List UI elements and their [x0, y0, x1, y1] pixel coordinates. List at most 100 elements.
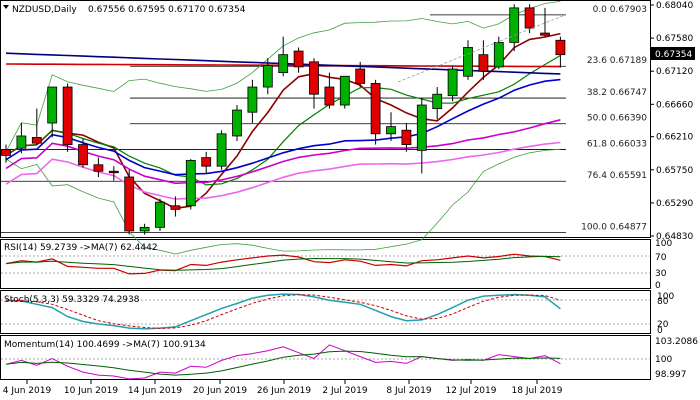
price-axis: 0.68040 0.67580 0.67120 0.66660 0.66210 0.657…	[650, 1, 695, 242]
price-tick-label: 0.66660	[656, 100, 693, 110]
price-tick-label: 0.67580	[656, 34, 693, 44]
stoch-signal-line	[5, 294, 561, 329]
stoch-tick-100: 100	[657, 292, 674, 302]
rsi-tick-30: 30	[655, 269, 667, 279]
date-label: 26 Jun 2019	[257, 386, 311, 396]
ohlc-values: 0.67556 0.67595 0.67170 0.67354	[88, 5, 246, 15]
fib-level-label: 0.0 0.67903	[593, 5, 647, 15]
bearish-candle	[124, 176, 135, 232]
bullish-candle	[216, 133, 227, 167]
bearish-candle	[324, 86, 335, 106]
bearish-candle	[540, 32, 550, 36]
price-tick-label: 0.66210	[656, 133, 693, 143]
rsi-tick-100: 100	[655, 239, 672, 249]
bearish-candle	[1, 149, 11, 156]
date-label: 2 Jul 2019	[322, 386, 367, 396]
bearish-candle	[401, 129, 412, 146]
rsi-line	[5, 253, 561, 275]
bullish-candle	[232, 109, 242, 137]
current-price-label: 0.67354	[655, 50, 692, 60]
fib-level-label: 38.2 0.66747	[587, 88, 647, 98]
bearish-candle	[309, 61, 319, 95]
bullish-candle	[509, 7, 520, 43]
bullish-candle	[185, 160, 196, 207]
chart-header: NZDUSD,Daily 0.67556 0.67595 0.67170 0.6…	[3, 5, 246, 15]
bearish-candle	[170, 205, 181, 210]
rsi-tick-70: 70	[655, 253, 667, 263]
bullish-candle	[155, 201, 165, 228]
momentum-panel[interactable]: Momentum(14) 100.4699 ->MA(7) 100.9134 1…	[1, 337, 698, 380]
current-price-marker	[651, 47, 695, 60]
ma-blue-line	[5, 78, 561, 176]
bollinger-lower	[5, 148, 561, 255]
momentum-tick-low: 98.997	[655, 370, 687, 380]
fib-level-label: 50.0 0.66390	[587, 114, 647, 124]
bullish-candle	[493, 42, 504, 68]
bearish-candle	[370, 83, 381, 135]
collapse-arrow-icon[interactable]	[3, 5, 9, 9]
date-label: 4 Jun 2019	[3, 386, 52, 396]
date-label: 14 Jun 2019	[128, 386, 182, 396]
stoch-tick-20: 20	[657, 320, 669, 330]
price-panel[interactable]: 0.0 0.67903 23.6 0.67189 38.2 0.66747 50.0 …	[0, 1, 647, 255]
candlesticks	[1, 4, 566, 235]
price-tick-label: 0.67120	[656, 67, 693, 77]
bearish-candle	[201, 157, 212, 167]
bullish-candle	[278, 54, 289, 74]
rsi-panel[interactable]: RSI(14) 59.2739 ->MA(7) 62.4442 100 70 3…	[1, 239, 672, 291]
price-tick-label: 0.65750	[656, 166, 693, 176]
rsi-ma-line	[5, 255, 561, 271]
bearish-candle	[355, 68, 366, 84]
time-axis: 4 Jun 2019 10 Jun 2019 14 Jun 2019 20 Jun 2…	[3, 380, 563, 396]
fib-level-label: 100.0 0.64877	[581, 223, 647, 233]
fib-level-label: 23.6 0.67189	[587, 56, 647, 66]
bullish-candle	[463, 47, 473, 77]
bullish-candle	[386, 126, 396, 135]
bullish-candle	[262, 65, 273, 88]
bullish-candle	[339, 75, 350, 106]
bearish-candle	[62, 86, 73, 146]
bearish-candle	[108, 170, 119, 174]
date-label: 8 Jul 2019	[386, 386, 431, 396]
bullish-candle	[432, 93, 443, 110]
rsi-label: RSI(14) 59.2739 ->MA(7) 62.4442	[4, 243, 158, 253]
bearish-candle	[555, 39, 566, 56]
price-tick-label: 0.64830	[656, 232, 693, 242]
price-tick-label: 0.65290	[656, 199, 693, 209]
ma-magenta-line	[5, 119, 561, 185]
date-label: 10 Jun 2019	[64, 386, 118, 396]
bullish-candle	[416, 104, 427, 151]
date-label: 18 Jul 2019	[512, 386, 563, 396]
momentum-tick-high: 103.2086	[655, 337, 698, 347]
bullish-candle	[447, 68, 458, 97]
bearish-candle	[293, 50, 304, 68]
bearish-candle	[78, 144, 88, 166]
bearish-candle	[93, 164, 104, 172]
stoch-main-line	[5, 293, 561, 330]
panel-frames	[0, 0, 651, 380]
momentum-label: Momentum(14) 100.4699 ->MA(7) 100.9134	[4, 340, 206, 350]
date-label: 12 Jul 2019	[446, 386, 497, 396]
stoch-tick-80: 80	[657, 297, 669, 307]
bullish-candle	[247, 86, 258, 113]
bearish-candle	[478, 54, 489, 72]
bearish-candle	[31, 137, 42, 144]
bullish-candle	[16, 135, 27, 149]
stoch-tick-0: 0	[657, 326, 663, 336]
fib-level-label: 76.4 0.65591	[587, 171, 647, 181]
momentum-line	[5, 344, 561, 380]
price-tick-label: 0.68040	[656, 1, 693, 11]
date-label: 20 Jun 2019	[193, 386, 247, 396]
ma-medium-line	[5, 54, 561, 186]
stochastic-panel[interactable]: Stoch(5,3,3) 59.3329 74.2938 100 80 20 0	[1, 292, 674, 336]
bullish-candle	[47, 86, 58, 124]
ma-fast-line	[5, 32, 561, 210]
symbol-label: NZDUSD,Daily	[12, 5, 77, 15]
fib-level-label: 61.8 0.66033	[587, 139, 647, 149]
bullish-candle	[139, 226, 150, 232]
bearish-candle	[524, 7, 535, 29]
stoch-label: Stoch(5,3,3) 59.3329 74.2938	[4, 295, 140, 305]
momentum-tick-100: 100	[655, 355, 672, 365]
rsi-tick-0: 0	[655, 281, 661, 291]
